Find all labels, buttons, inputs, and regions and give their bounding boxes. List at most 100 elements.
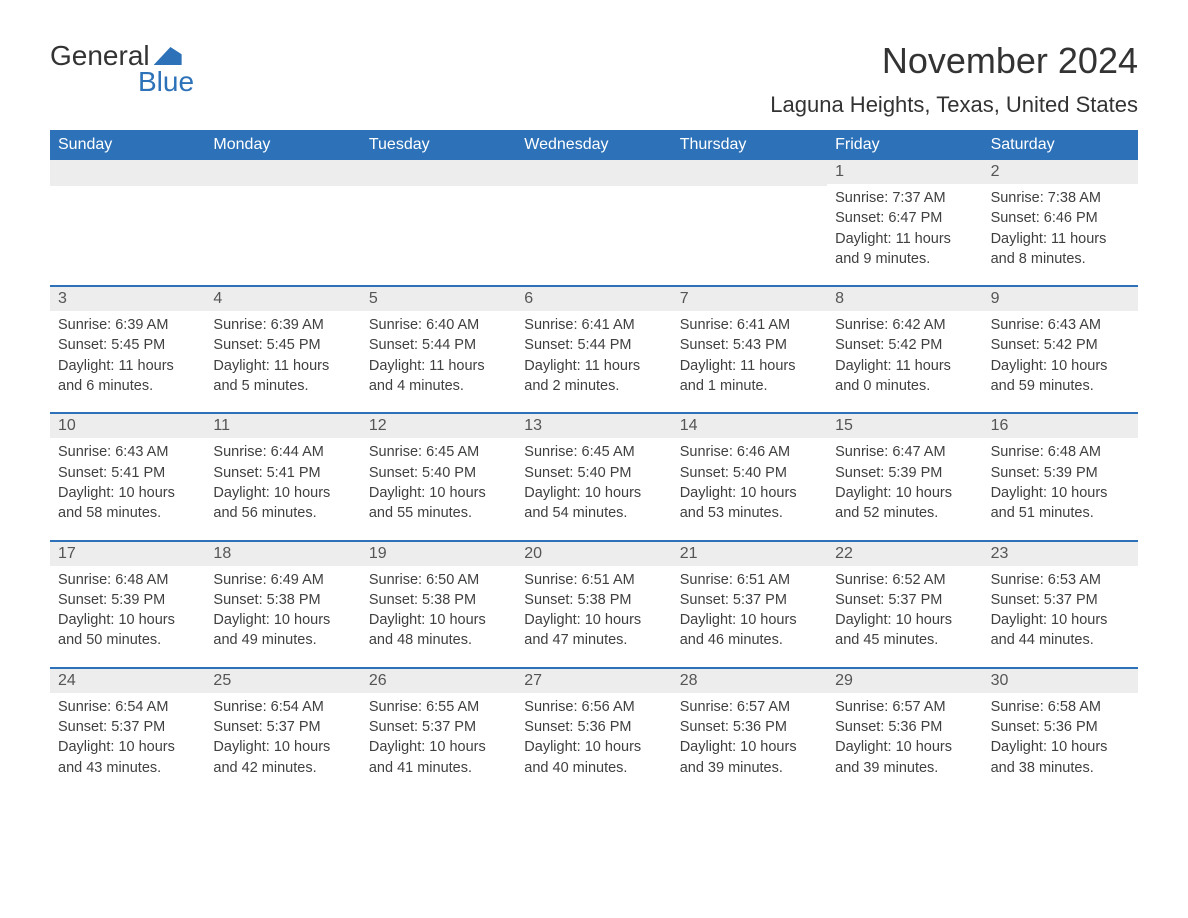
day-number: 24 [50,669,205,693]
daylight-text: Daylight: 10 hours and 56 minutes. [213,483,352,524]
sunrise-text: Sunrise: 6:50 AM [369,570,508,590]
daylight-text: Daylight: 10 hours and 45 minutes. [835,610,974,651]
sunset-text: Sunset: 5:41 PM [213,463,352,483]
day-cell: 1Sunrise: 7:37 AMSunset: 6:47 PMDaylight… [827,160,982,271]
day-details: Sunrise: 6:58 AMSunset: 5:36 PMDaylight:… [983,693,1138,780]
sunrise-text: Sunrise: 6:40 AM [369,315,508,335]
weekday-saturday: Saturday [983,130,1138,160]
day-number: 30 [983,669,1138,693]
day-number: 27 [516,669,671,693]
day-details: Sunrise: 6:41 AMSunset: 5:43 PMDaylight:… [672,311,827,398]
day-number [516,160,671,186]
daylight-text: Daylight: 11 hours and 4 minutes. [369,356,508,397]
day-cell: 13Sunrise: 6:45 AMSunset: 5:40 PMDayligh… [516,414,671,525]
daylight-text: Daylight: 10 hours and 50 minutes. [58,610,197,651]
daylight-text: Daylight: 10 hours and 40 minutes. [524,737,663,778]
day-details: Sunrise: 6:39 AMSunset: 5:45 PMDaylight:… [205,311,360,398]
week-row: 17Sunrise: 6:48 AMSunset: 5:39 PMDayligh… [50,540,1138,653]
sunrise-text: Sunrise: 6:53 AM [991,570,1130,590]
daylight-text: Daylight: 10 hours and 51 minutes. [991,483,1130,524]
day-number: 9 [983,287,1138,311]
weeks-container: 1Sunrise: 7:37 AMSunset: 6:47 PMDaylight… [50,160,1138,780]
day-number: 26 [361,669,516,693]
weekday-wednesday: Wednesday [516,130,671,160]
day-number: 7 [672,287,827,311]
sunset-text: Sunset: 5:37 PM [213,717,352,737]
sunset-text: Sunset: 5:36 PM [835,717,974,737]
sunset-text: Sunset: 5:39 PM [835,463,974,483]
daylight-text: Daylight: 10 hours and 43 minutes. [58,737,197,778]
day-cell: 7Sunrise: 6:41 AMSunset: 5:43 PMDaylight… [672,287,827,398]
sunrise-text: Sunrise: 6:42 AM [835,315,974,335]
weekday-header-row: SundayMondayTuesdayWednesdayThursdayFrid… [50,130,1138,160]
sunset-text: Sunset: 5:39 PM [58,590,197,610]
day-details: Sunrise: 6:43 AMSunset: 5:41 PMDaylight:… [50,438,205,525]
sunset-text: Sunset: 5:37 PM [991,590,1130,610]
day-number: 5 [361,287,516,311]
day-details: Sunrise: 6:47 AMSunset: 5:39 PMDaylight:… [827,438,982,525]
day-details: Sunrise: 7:37 AMSunset: 6:47 PMDaylight:… [827,184,982,271]
logo-text-general: General [50,40,150,72]
sunset-text: Sunset: 5:44 PM [369,335,508,355]
sunrise-text: Sunrise: 6:47 AM [835,442,974,462]
sunset-text: Sunset: 5:40 PM [369,463,508,483]
daylight-text: Daylight: 10 hours and 41 minutes. [369,737,508,778]
daylight-text: Daylight: 10 hours and 52 minutes. [835,483,974,524]
sunrise-text: Sunrise: 6:51 AM [680,570,819,590]
daylight-text: Daylight: 10 hours and 38 minutes. [991,737,1130,778]
weekday-thursday: Thursday [672,130,827,160]
daylight-text: Daylight: 10 hours and 48 minutes. [369,610,508,651]
day-details: Sunrise: 7:38 AMSunset: 6:46 PMDaylight:… [983,184,1138,271]
empty-day-cell [50,160,205,271]
sunrise-text: Sunrise: 6:58 AM [991,697,1130,717]
sunrise-text: Sunrise: 6:55 AM [369,697,508,717]
sunrise-text: Sunrise: 6:43 AM [58,442,197,462]
day-details: Sunrise: 6:50 AMSunset: 5:38 PMDaylight:… [361,566,516,653]
day-number: 4 [205,287,360,311]
day-number: 10 [50,414,205,438]
logo-flag-icon [154,47,182,65]
daylight-text: Daylight: 11 hours and 8 minutes. [991,229,1130,270]
day-cell: 24Sunrise: 6:54 AMSunset: 5:37 PMDayligh… [50,669,205,780]
sunrise-text: Sunrise: 6:45 AM [369,442,508,462]
day-details: Sunrise: 6:40 AMSunset: 5:44 PMDaylight:… [361,311,516,398]
day-number: 13 [516,414,671,438]
sunset-text: Sunset: 5:38 PM [213,590,352,610]
sunset-text: Sunset: 5:37 PM [369,717,508,737]
day-details: Sunrise: 6:55 AMSunset: 5:37 PMDaylight:… [361,693,516,780]
empty-day-cell [205,160,360,271]
daylight-text: Daylight: 11 hours and 1 minute. [680,356,819,397]
day-cell: 3Sunrise: 6:39 AMSunset: 5:45 PMDaylight… [50,287,205,398]
weekday-sunday: Sunday [50,130,205,160]
day-cell: 6Sunrise: 6:41 AMSunset: 5:44 PMDaylight… [516,287,671,398]
sunrise-text: Sunrise: 7:38 AM [991,188,1130,208]
sunrise-text: Sunrise: 6:57 AM [680,697,819,717]
daylight-text: Daylight: 10 hours and 44 minutes. [991,610,1130,651]
day-number: 20 [516,542,671,566]
sunrise-text: Sunrise: 6:54 AM [58,697,197,717]
sunset-text: Sunset: 5:39 PM [991,463,1130,483]
day-cell: 11Sunrise: 6:44 AMSunset: 5:41 PMDayligh… [205,414,360,525]
empty-day-cell [672,160,827,271]
day-cell: 18Sunrise: 6:49 AMSunset: 5:38 PMDayligh… [205,542,360,653]
sunrise-text: Sunrise: 6:41 AM [680,315,819,335]
day-details: Sunrise: 6:48 AMSunset: 5:39 PMDaylight:… [50,566,205,653]
day-details: Sunrise: 6:46 AMSunset: 5:40 PMDaylight:… [672,438,827,525]
sunrise-text: Sunrise: 6:48 AM [58,570,197,590]
day-number: 8 [827,287,982,311]
day-number: 25 [205,669,360,693]
day-cell: 27Sunrise: 6:56 AMSunset: 5:36 PMDayligh… [516,669,671,780]
sunrise-text: Sunrise: 6:46 AM [680,442,819,462]
daylight-text: Daylight: 11 hours and 5 minutes. [213,356,352,397]
day-cell: 22Sunrise: 6:52 AMSunset: 5:37 PMDayligh… [827,542,982,653]
day-number: 12 [361,414,516,438]
sunset-text: Sunset: 5:40 PM [680,463,819,483]
logo: General Blue [50,40,194,98]
sunrise-text: Sunrise: 6:43 AM [991,315,1130,335]
weekday-tuesday: Tuesday [361,130,516,160]
sunset-text: Sunset: 5:43 PM [680,335,819,355]
day-details: Sunrise: 6:44 AMSunset: 5:41 PMDaylight:… [205,438,360,525]
day-cell: 4Sunrise: 6:39 AMSunset: 5:45 PMDaylight… [205,287,360,398]
day-cell: 5Sunrise: 6:40 AMSunset: 5:44 PMDaylight… [361,287,516,398]
day-details: Sunrise: 6:57 AMSunset: 5:36 PMDaylight:… [827,693,982,780]
